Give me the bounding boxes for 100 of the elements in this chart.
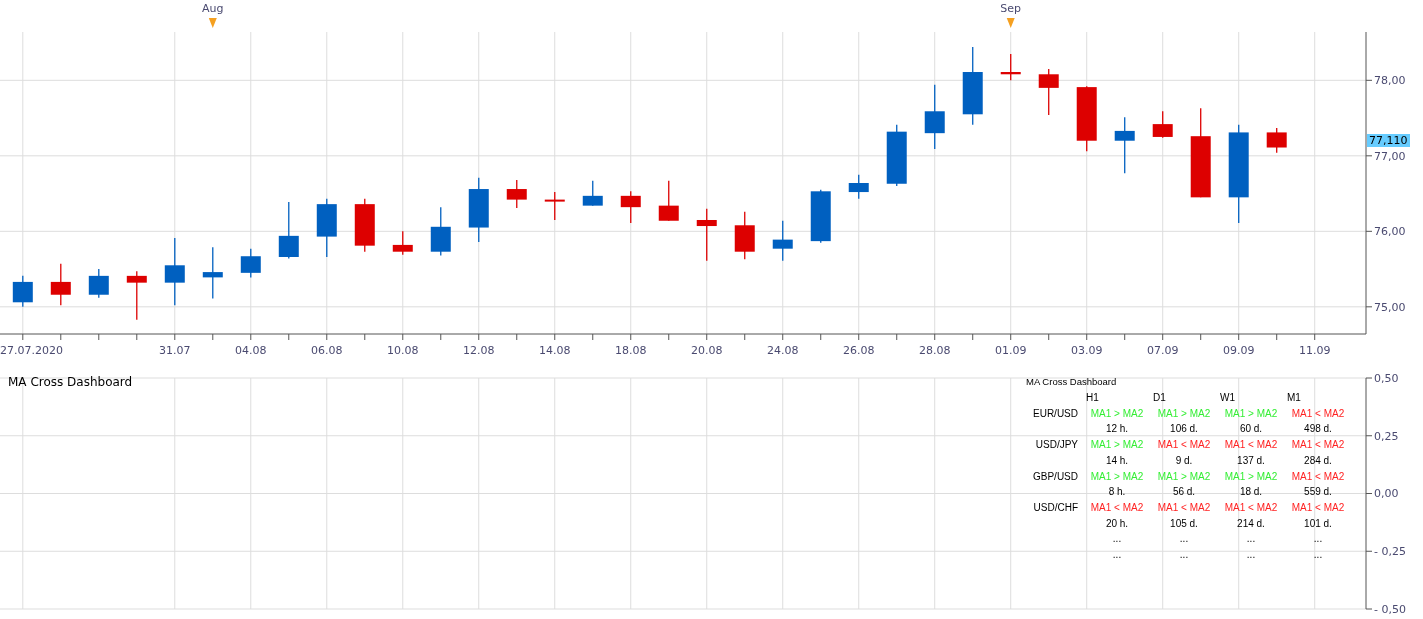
text: 56 d. xyxy=(1172,486,1196,498)
text: MA1 < MA2 xyxy=(1291,501,1345,513)
text: MA1 < MA2 xyxy=(1224,439,1278,451)
candlestick xyxy=(924,84,945,150)
text: MA Cross Dashboard xyxy=(1026,376,1117,387)
candlestick xyxy=(582,180,603,207)
text: 106 d. xyxy=(1170,423,1198,435)
candlestick xyxy=(1266,127,1287,154)
candlestick xyxy=(544,191,565,221)
text: 284 d. xyxy=(1304,454,1332,466)
text: ... xyxy=(1246,549,1256,560)
candlestick xyxy=(392,230,413,256)
y-tick-label: 76,00 xyxy=(1374,225,1406,239)
x-tick-label: 31.07 xyxy=(159,344,191,357)
text: 559 d. xyxy=(1304,486,1332,498)
text: MA1 > MA2 xyxy=(1090,439,1144,451)
text: D1 xyxy=(1153,392,1166,403)
candlestick xyxy=(164,237,185,306)
x-tick-label: 26.08 xyxy=(842,344,875,357)
text: 60 d. xyxy=(1239,423,1263,435)
text: MA1 > MA2 xyxy=(1090,470,1144,482)
text: 137 d. xyxy=(1237,454,1265,466)
x-tick-label: 03.09 xyxy=(1070,344,1103,357)
x-tick-label: 12.08 xyxy=(463,344,495,357)
text: MA1 < MA2 xyxy=(1090,501,1144,513)
y-tick-label: 0,25 xyxy=(1374,429,1399,443)
candlestick xyxy=(620,190,641,224)
text: ... xyxy=(1246,533,1256,545)
text: MA1 < MA2 xyxy=(1224,501,1278,513)
y-tick-label: 0,50 xyxy=(1374,371,1399,385)
text: ... xyxy=(1112,549,1122,560)
y-tick-label: 0,00 xyxy=(1374,487,1399,501)
text: 18 d. xyxy=(1239,486,1263,498)
text: 498 d. xyxy=(1304,423,1332,435)
category-label: USD/CHF xyxy=(1033,501,1078,513)
candlestick xyxy=(50,263,71,306)
chart-title: MA Cross Dashboard xyxy=(8,375,133,389)
text: 214 d. xyxy=(1237,517,1265,529)
text: W1 xyxy=(1220,392,1235,403)
x-tick-label: 11.09 xyxy=(1298,344,1331,357)
candlestick xyxy=(202,246,223,300)
candlestick xyxy=(772,220,793,262)
candlestick xyxy=(12,275,33,308)
text: 8 h. xyxy=(1108,486,1126,498)
candlestick xyxy=(1114,116,1135,174)
candlestick xyxy=(696,208,717,262)
category-label: GBP/USD xyxy=(1032,470,1078,482)
text: MA1 > MA2 xyxy=(1157,407,1211,419)
x-tick-label: 01.09 xyxy=(994,344,1027,357)
x-tick-label: 28.08 xyxy=(918,344,951,357)
text: MA1 < MA2 xyxy=(1291,439,1345,451)
candlestick xyxy=(126,270,147,321)
candlestick xyxy=(848,174,869,200)
text: MA1 < MA2 xyxy=(1291,470,1345,482)
text: MA1 > MA2 xyxy=(1090,407,1144,419)
text: ... xyxy=(1313,533,1323,545)
text: 20 h. xyxy=(1105,517,1129,529)
y-tick-label: - 0,50 xyxy=(1374,602,1406,616)
text: MA1 > MA2 xyxy=(1157,470,1211,482)
text: 77,110 xyxy=(1367,133,1410,147)
x-tick-label: 07.09 xyxy=(1146,344,1179,357)
text: ... xyxy=(1179,549,1189,560)
candlestick xyxy=(1038,68,1059,116)
x-tick-label: 20.08 xyxy=(691,344,723,357)
x-tick-label: 27.07.2020 xyxy=(0,344,63,357)
text: ... xyxy=(1112,533,1122,545)
text: 101 d. xyxy=(1304,517,1332,529)
text: MA1 < MA2 xyxy=(1157,501,1211,513)
y-tick-label: 78,00 xyxy=(1374,74,1406,88)
text: 12 h. xyxy=(1105,423,1129,435)
text: MA1 > MA2 xyxy=(1224,407,1278,419)
x-tick-label: 24.08 xyxy=(766,344,799,357)
text: 9 d. xyxy=(1175,454,1193,466)
y-tick-label: 77,00 xyxy=(1374,149,1406,163)
text: 105 d. xyxy=(1170,517,1198,529)
candlestick xyxy=(1152,110,1173,139)
y-tick-label: - 0,25 xyxy=(1374,545,1406,559)
text: H1 xyxy=(1086,392,1099,403)
x-tick-label: 10.08 xyxy=(387,344,419,357)
x-tick-label: 06.08 xyxy=(311,344,343,357)
x-tick-label: 09.09 xyxy=(1222,344,1255,357)
text: MA1 > MA2 xyxy=(1224,470,1278,482)
candlestick xyxy=(240,248,261,279)
text: Aug xyxy=(202,2,224,15)
candlestick xyxy=(506,179,527,209)
category-label: EUR/USD xyxy=(1032,407,1078,419)
y-tick-label: 75,00 xyxy=(1374,300,1406,314)
text: ... xyxy=(1313,549,1323,560)
text: ... xyxy=(1179,533,1189,545)
x-tick-label: 18.08 xyxy=(615,344,647,357)
candlestick xyxy=(658,180,679,222)
text: M1 xyxy=(1287,392,1301,403)
category-label: USD/JPY xyxy=(1035,439,1078,451)
x-tick-label: 14.08 xyxy=(539,344,571,357)
candlestick xyxy=(88,268,109,299)
x-tick-label: 04.08 xyxy=(235,344,267,357)
text: 14 h. xyxy=(1105,454,1129,466)
text: Sep xyxy=(1000,2,1022,15)
candlestick xyxy=(278,201,299,260)
text: MA1 < MA2 xyxy=(1291,407,1345,419)
